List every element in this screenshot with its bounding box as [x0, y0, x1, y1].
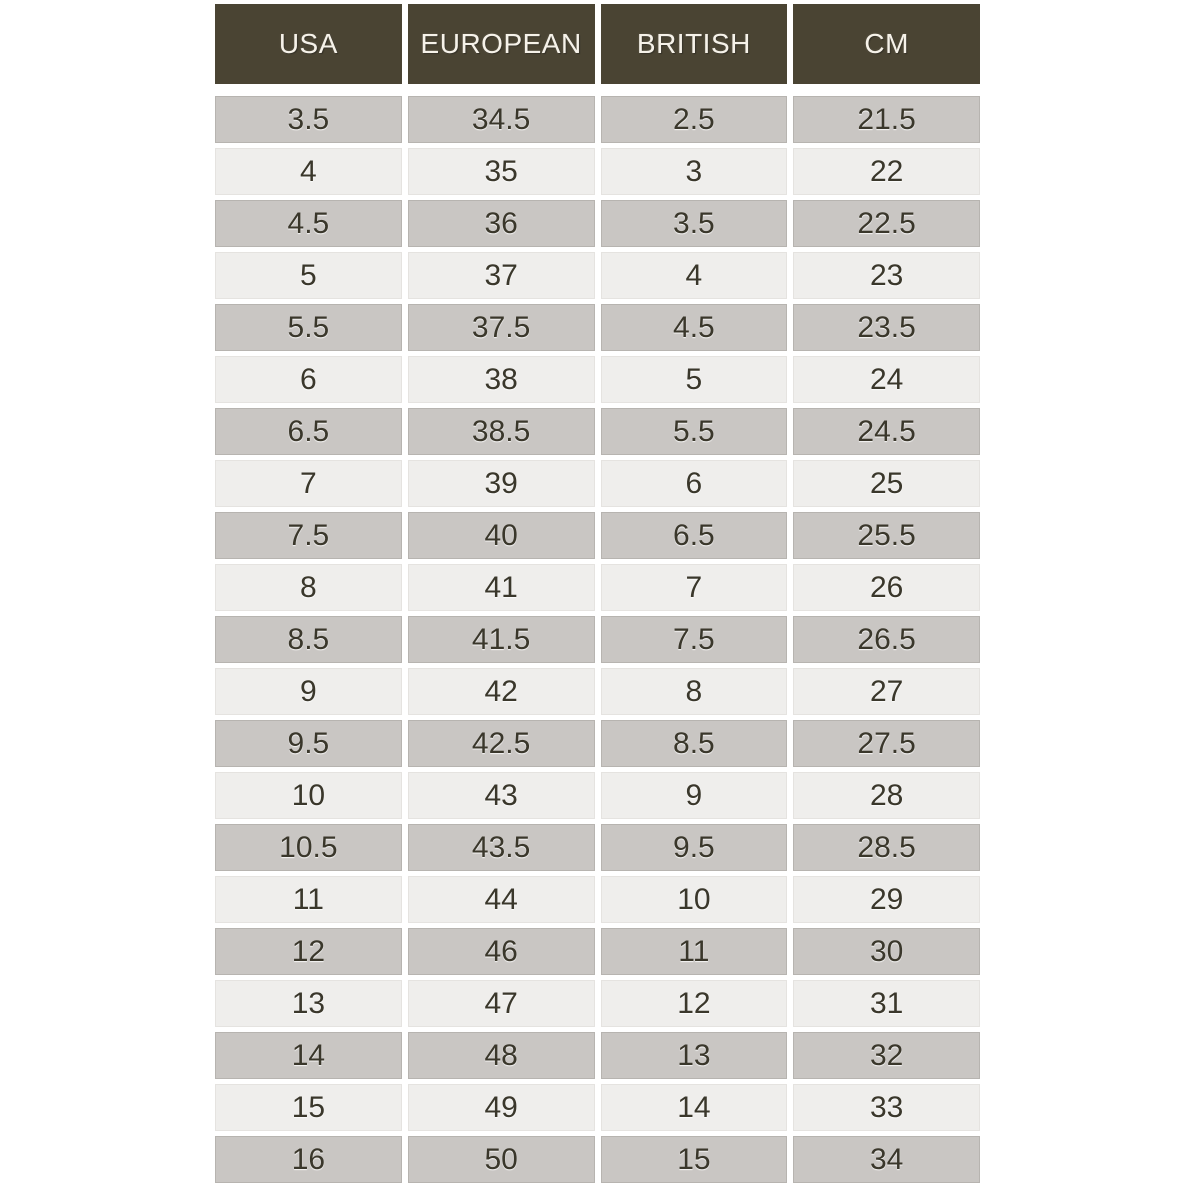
- table-cell: 9.5: [215, 720, 402, 767]
- table-cell: 8.5: [600, 720, 788, 767]
- table-cell: 14: [215, 1032, 402, 1079]
- table-cell: 46: [407, 928, 595, 975]
- table-cell: 9: [215, 668, 402, 715]
- table-cell: 14: [600, 1084, 788, 1131]
- table-cell: 15: [600, 1136, 788, 1183]
- table-cell: 31: [793, 980, 980, 1027]
- table-cell: 32: [793, 1032, 980, 1079]
- table-cell: 24.5: [793, 408, 980, 455]
- table-cell: 43: [407, 772, 595, 819]
- table-cell: 39: [407, 460, 595, 507]
- table-cell: 22.5: [793, 200, 980, 247]
- table-cell: 27: [793, 668, 980, 715]
- table-cell: 23: [793, 252, 980, 299]
- column-header-cm: CM: [793, 4, 980, 84]
- table-cell: 3.5: [215, 96, 402, 143]
- table-cell: 27.5: [793, 720, 980, 767]
- table-cell: 7: [600, 564, 788, 611]
- table-cell: 42.5: [407, 720, 595, 767]
- table-cell: 43.5: [407, 824, 595, 871]
- table-cell: 38.5: [407, 408, 595, 455]
- table-cell: 5.5: [215, 304, 402, 351]
- table-cell: 35: [407, 148, 595, 195]
- table-cell: 8: [215, 564, 402, 611]
- table-cell: 9.5: [600, 824, 788, 871]
- table-cell: 29: [793, 876, 980, 923]
- table-cell: 34: [793, 1136, 980, 1183]
- table-body: 3.5 34.5 2.5 21.5 4 35 3 22 4.5 36 3.5 22.5 5 37 4 23 5.…: [215, 96, 980, 1183]
- table-cell: 26.5: [793, 616, 980, 663]
- column-header-usa: USA: [215, 4, 402, 84]
- table-cell: 15: [215, 1084, 402, 1131]
- shoe-size-conversion-table: USA EUROPEAN BRITISH CM 3.5 34.5 2.5 21.5 4 3…: [215, 4, 980, 1183]
- table-cell: 5: [600, 356, 788, 403]
- table-cell: 4: [215, 148, 402, 195]
- table-cell: 23.5: [793, 304, 980, 351]
- table-cell: 6.5: [215, 408, 402, 455]
- table-cell: 47: [407, 980, 595, 1027]
- table-cell: 3.5: [600, 200, 788, 247]
- table-cell: 22: [793, 148, 980, 195]
- table-cell: 37.5: [407, 304, 595, 351]
- table-cell: 49: [407, 1084, 595, 1131]
- table-cell: 9: [600, 772, 788, 819]
- table-cell: 24: [793, 356, 980, 403]
- table-cell: 25.5: [793, 512, 980, 559]
- table-cell: 10: [600, 876, 788, 923]
- table-cell: 36: [407, 200, 595, 247]
- table-cell: 34.5: [407, 96, 595, 143]
- table-cell: 48: [407, 1032, 595, 1079]
- table-cell: 3: [600, 148, 788, 195]
- table-cell: 5.5: [600, 408, 788, 455]
- table-cell: 25: [793, 460, 980, 507]
- table-cell: 21.5: [793, 96, 980, 143]
- table-cell: 41.5: [407, 616, 595, 663]
- table-cell: 30: [793, 928, 980, 975]
- table-cell: 12: [215, 928, 402, 975]
- table-cell: 7.5: [215, 512, 402, 559]
- table-cell: 6: [215, 356, 402, 403]
- table-cell: 10.5: [215, 824, 402, 871]
- column-header-british: BRITISH: [600, 4, 788, 84]
- table-cell: 11: [600, 928, 788, 975]
- table-cell: 42: [407, 668, 595, 715]
- table-cell: 6.5: [600, 512, 788, 559]
- table-cell: 44: [407, 876, 595, 923]
- table-cell: 50: [407, 1136, 595, 1183]
- table-cell: 10: [215, 772, 402, 819]
- table-cell: 12: [600, 980, 788, 1027]
- table-cell: 16: [215, 1136, 402, 1183]
- table-cell: 28.5: [793, 824, 980, 871]
- table-cell: 6: [600, 460, 788, 507]
- table-cell: 5: [215, 252, 402, 299]
- table-cell: 11: [215, 876, 402, 923]
- table-cell: 41: [407, 564, 595, 611]
- table-header-row: USA EUROPEAN BRITISH CM: [215, 4, 980, 84]
- table-cell: 13: [215, 980, 402, 1027]
- table-cell: 4.5: [600, 304, 788, 351]
- table-cell: 4: [600, 252, 788, 299]
- table-cell: 2.5: [600, 96, 788, 143]
- table-cell: 8: [600, 668, 788, 715]
- column-header-european: EUROPEAN: [407, 4, 595, 84]
- table-cell: 7: [215, 460, 402, 507]
- table-cell: 28: [793, 772, 980, 819]
- table-cell: 7.5: [600, 616, 788, 663]
- table-cell: 8.5: [215, 616, 402, 663]
- table-cell: 26: [793, 564, 980, 611]
- table-cell: 4.5: [215, 200, 402, 247]
- table-cell: 13: [600, 1032, 788, 1079]
- table-cell: 33: [793, 1084, 980, 1131]
- table-cell: 40: [407, 512, 595, 559]
- table-cell: 37: [407, 252, 595, 299]
- table-cell: 38: [407, 356, 595, 403]
